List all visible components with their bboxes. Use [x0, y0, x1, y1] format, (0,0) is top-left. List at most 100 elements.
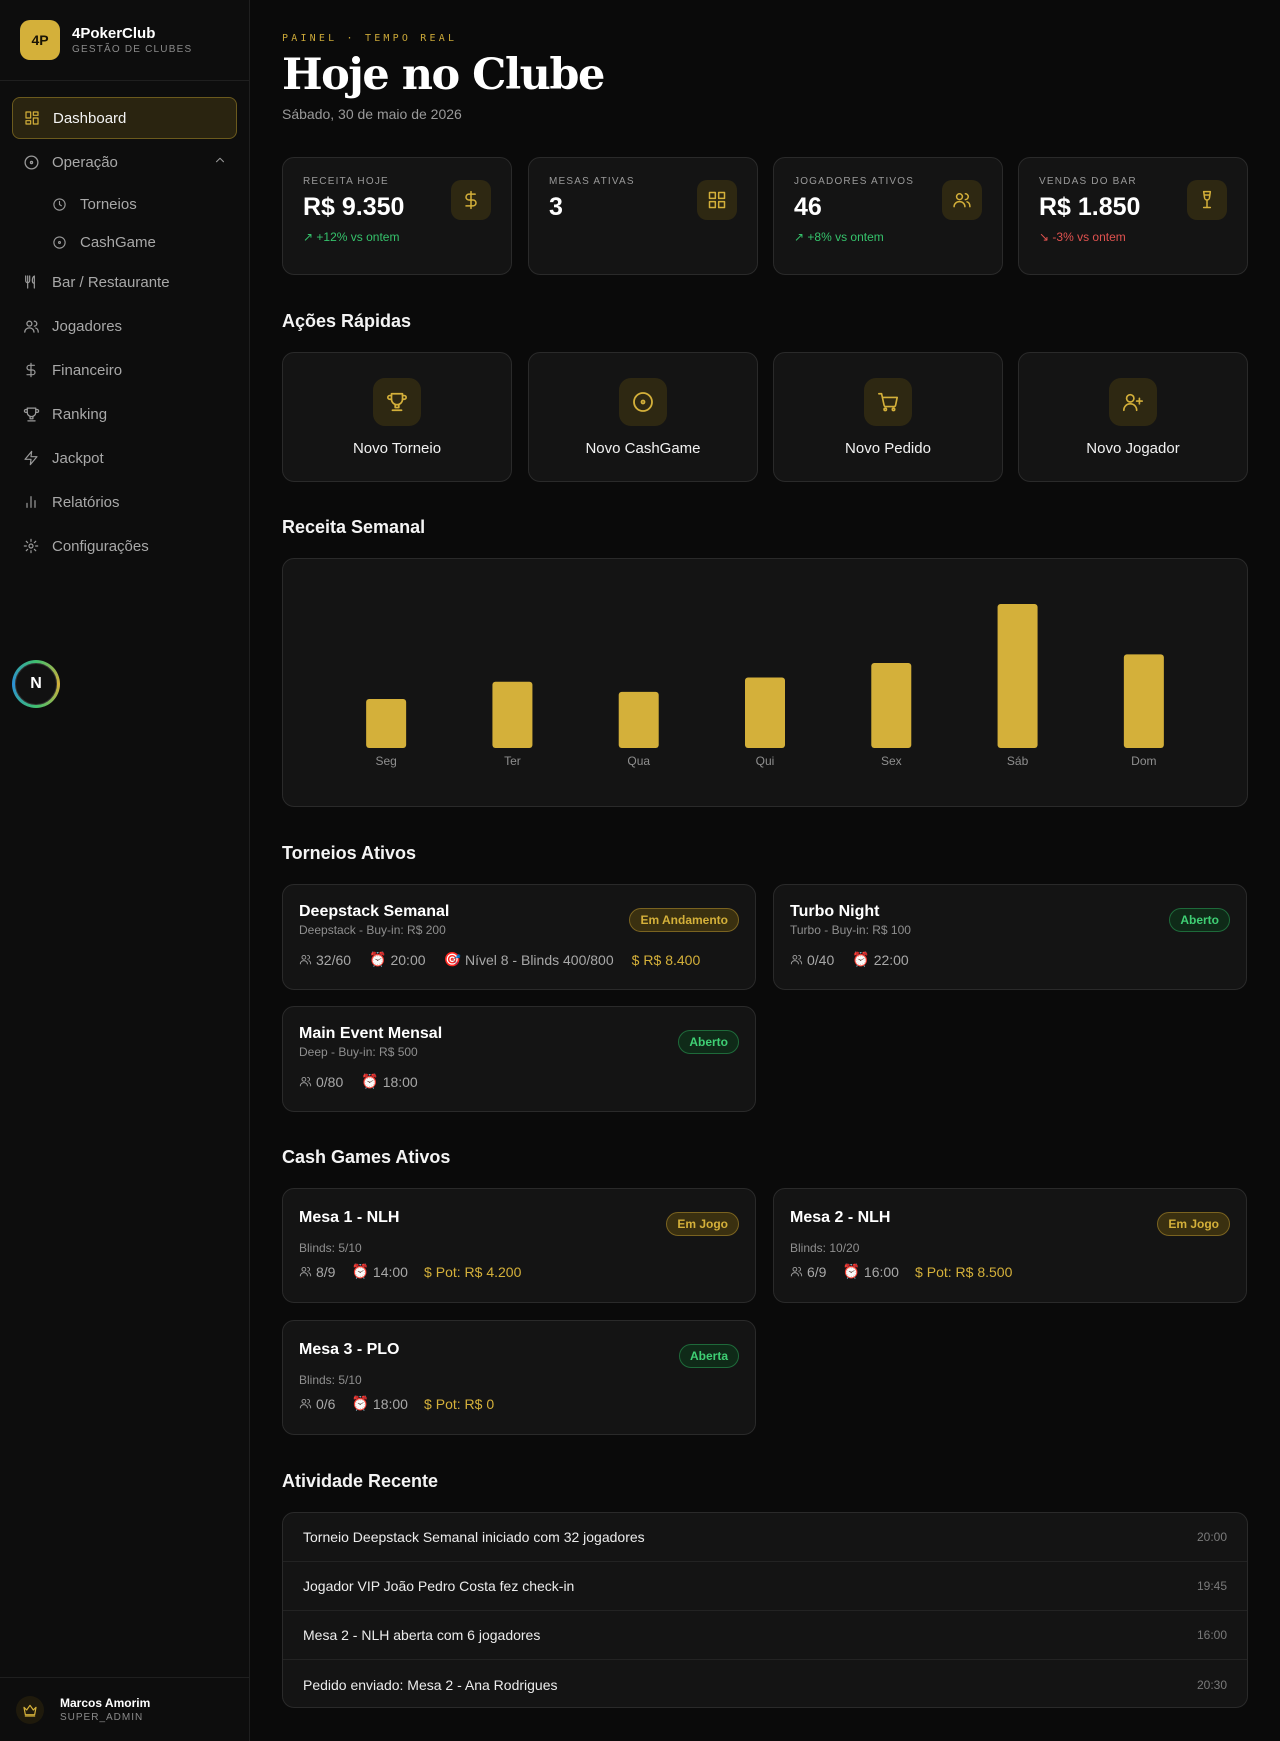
stat-value: R$ 9.350	[303, 193, 405, 221]
stat-label: JOGADORES ATIVOS	[794, 176, 915, 187]
tournament-subtitle: Turbo - Buy-in: R$ 100	[790, 923, 911, 937]
dollar-sign-icon: $	[631, 951, 640, 968]
utensils-icon	[22, 273, 40, 291]
activity-text: Torneio Deepstack Semanal iniciado com 3…	[303, 1529, 645, 1545]
tournament-players: 0/80	[316, 1073, 344, 1090]
brand-name: 4PokerClub	[72, 25, 156, 42]
trophy-icon	[22, 405, 40, 423]
sidebar-item-cashgame[interactable]: CashGame	[12, 223, 237, 261]
tournament-time: 22:00	[873, 951, 909, 968]
operacao-icon	[22, 153, 40, 171]
floating-assistant-button[interactable]: N	[12, 660, 60, 708]
tournament-subtitle: Deep - Buy-in: R$ 500	[299, 1045, 418, 1059]
chart-bar-sáb[interactable]	[997, 604, 1038, 748]
tournament-card-main-event[interactable]: Main Event Mensal Deep - Buy-in: R$ 500 …	[282, 1006, 756, 1112]
chart-tick-label: Sáb	[1007, 754, 1029, 768]
cash-game-time: 14:00	[372, 1263, 408, 1280]
section-title-acoes: Ações Rápidas	[282, 311, 412, 331]
activity-time: 19:45	[1196, 1579, 1227, 1593]
sidebar-item-jogadores[interactable]: Jogadores	[12, 305, 237, 347]
sidebar-item-operacao[interactable]: Operação	[12, 141, 237, 183]
chart-tick-label: Qua	[627, 754, 650, 768]
action-label: Novo Torneio	[352, 439, 442, 457]
sidebar-item-label: Relatórios	[52, 493, 120, 511]
sidebar-item-bar-restaurante[interactable]: Bar / Restaurante	[12, 261, 237, 303]
stat-value: R$ 1.850	[1039, 193, 1141, 221]
status-badge: Aberta	[678, 1344, 739, 1368]
novo-jogador-button[interactable]: Novo Jogador	[1018, 352, 1248, 482]
activity-list: Torneio Deepstack Semanal iniciado com 3…	[282, 1512, 1248, 1708]
sidebar-item-ranking[interactable]: Ranking	[12, 393, 237, 435]
cash-game-card-mesa-3[interactable]: Mesa 3 - PLO Blinds: 5/10 0/6 ⏰ 18:00 $ Po…	[282, 1320, 756, 1435]
status-badge: Em Jogo	[1157, 1212, 1230, 1236]
tournament-name: Deepstack Semanal	[299, 903, 450, 920]
sidebar-item-label: Bar / Restaurante	[52, 273, 170, 291]
chart-bar-ter[interactable]	[492, 681, 533, 748]
brand[interactable]: 4P 4PokerClub GESTÃO DE CLUBES	[0, 0, 249, 81]
chart-bar-dom[interactable]	[1123, 654, 1164, 748]
cash-game-pot: Pot: R$ 4.200	[435, 1263, 522, 1280]
tournament-time: 20:00	[390, 951, 426, 968]
chart-bar-sex[interactable]	[871, 663, 912, 748]
sidebar-item-label: Configurações	[52, 537, 149, 555]
users-icon	[22, 317, 40, 335]
sidebar-item-torneios[interactable]: Torneios	[12, 185, 237, 223]
gear-icon	[22, 537, 40, 555]
sidebar-item-relatorios[interactable]: Relatórios	[12, 481, 237, 523]
stat-card-bar: VENDAS DO BAR R$ 1.850 ↘ -3% vs ontem	[1018, 157, 1248, 275]
activity-time: 20:00	[1196, 1530, 1227, 1544]
tournament-players: 0/40	[807, 951, 835, 968]
sidebar-item-configuracoes[interactable]: Configurações	[12, 525, 237, 567]
status-badge: Em Jogo	[666, 1212, 739, 1236]
user-profile[interactable]: Marcos Amorim SUPER_ADMIN	[0, 1677, 249, 1741]
tournament-card-deepstack[interactable]: Deepstack Semanal Deepstack - Buy-in: R$…	[282, 884, 756, 990]
chevron-up-icon[interactable]	[213, 153, 227, 171]
cash-game-pot: Pot: R$ 0	[435, 1395, 495, 1412]
activity-item: Jogador VIP João Pedro Costa fez check-i…	[283, 1562, 1247, 1611]
alarm-clock-icon: ⏰	[361, 1073, 379, 1089]
sidebar-item-label: Financeiro	[52, 361, 123, 379]
novo-torneio-button[interactable]: Novo Torneio	[282, 352, 512, 482]
dollar-sign-icon: $	[423, 1263, 432, 1280]
page-title: Hoje no Clube	[282, 50, 605, 100]
tournament-card-turbo[interactable]: Turbo Night Turbo - Buy-in: R$ 100 0/40 …	[773, 884, 1247, 990]
chart-bar-qui[interactable]	[745, 677, 785, 748]
chart-bar-seg[interactable]	[366, 699, 407, 748]
user-role: SUPER_ADMIN	[60, 1712, 144, 1723]
action-label: Novo Jogador	[1086, 439, 1180, 457]
activity-text: Jogador VIP João Pedro Costa fez check-i…	[303, 1578, 575, 1594]
cash-game-card-mesa-2[interactable]: Mesa 2 - NLH Blinds: 10/20 6/9 ⏰ 16:00 $ P…	[773, 1188, 1247, 1303]
trophy-icon	[373, 377, 421, 426]
users-icon	[299, 1397, 312, 1410]
users-icon	[299, 1265, 312, 1278]
sidebar-nav: Dashboard Operação Torneios CashGame	[0, 81, 249, 567]
novo-cashgame-button[interactable]: Novo CashGame	[528, 352, 758, 482]
tournament-prize: R$ 8.400	[643, 951, 701, 968]
chart-svg: Seg Ter Qua Qui Sex Sáb Dom	[366, 604, 1164, 768]
tournament-subtitle: Deepstack - Buy-in: R$ 200	[299, 923, 446, 937]
action-label: Novo Pedido	[845, 439, 931, 457]
user-name: Marcos Amorim	[60, 1696, 151, 1710]
users-icon	[942, 180, 982, 220]
sidebar-item-label: Torneios	[80, 195, 137, 213]
stat-label: MESAS ATIVAS	[549, 176, 635, 187]
cart-icon	[864, 377, 912, 426]
zap-icon	[22, 449, 40, 467]
tournament-meta: 32/60 ⏰ 20:00 🎯 Nível 8 - Blinds 400/800 $…	[299, 951, 739, 968]
activity-time: 20:30	[1196, 1677, 1227, 1692]
cash-game-meta: 6/9 ⏰ 16:00 $ Pot: R$ 8.500	[790, 1263, 1230, 1280]
sidebar-item-financeiro[interactable]: Financeiro	[12, 349, 237, 391]
cash-game-card-mesa-1[interactable]: Mesa 1 - NLH Blinds: 5/10 8/9 ⏰ 14:00 $ Po…	[282, 1188, 756, 1303]
sidebar-item-label: Ranking	[52, 405, 108, 423]
sidebar-item-dashboard[interactable]: Dashboard	[12, 97, 237, 139]
dollar-icon	[22, 361, 40, 379]
sidebar-item-label: CashGame	[80, 233, 156, 251]
users-icon	[790, 1265, 803, 1278]
sidebar-item-jackpot[interactable]: Jackpot	[12, 437, 237, 479]
novo-pedido-button[interactable]: Novo Pedido	[773, 352, 1003, 482]
cash-game-meta: 8/9 ⏰ 14:00 $ Pot: R$ 4.200	[299, 1263, 739, 1280]
brand-subtitle: GESTÃO DE CLUBES	[72, 44, 193, 55]
chart-bar-qua[interactable]	[618, 691, 659, 748]
status-badge: Aberto	[1169, 908, 1230, 932]
trend-up-icon: ↗	[303, 230, 314, 244]
